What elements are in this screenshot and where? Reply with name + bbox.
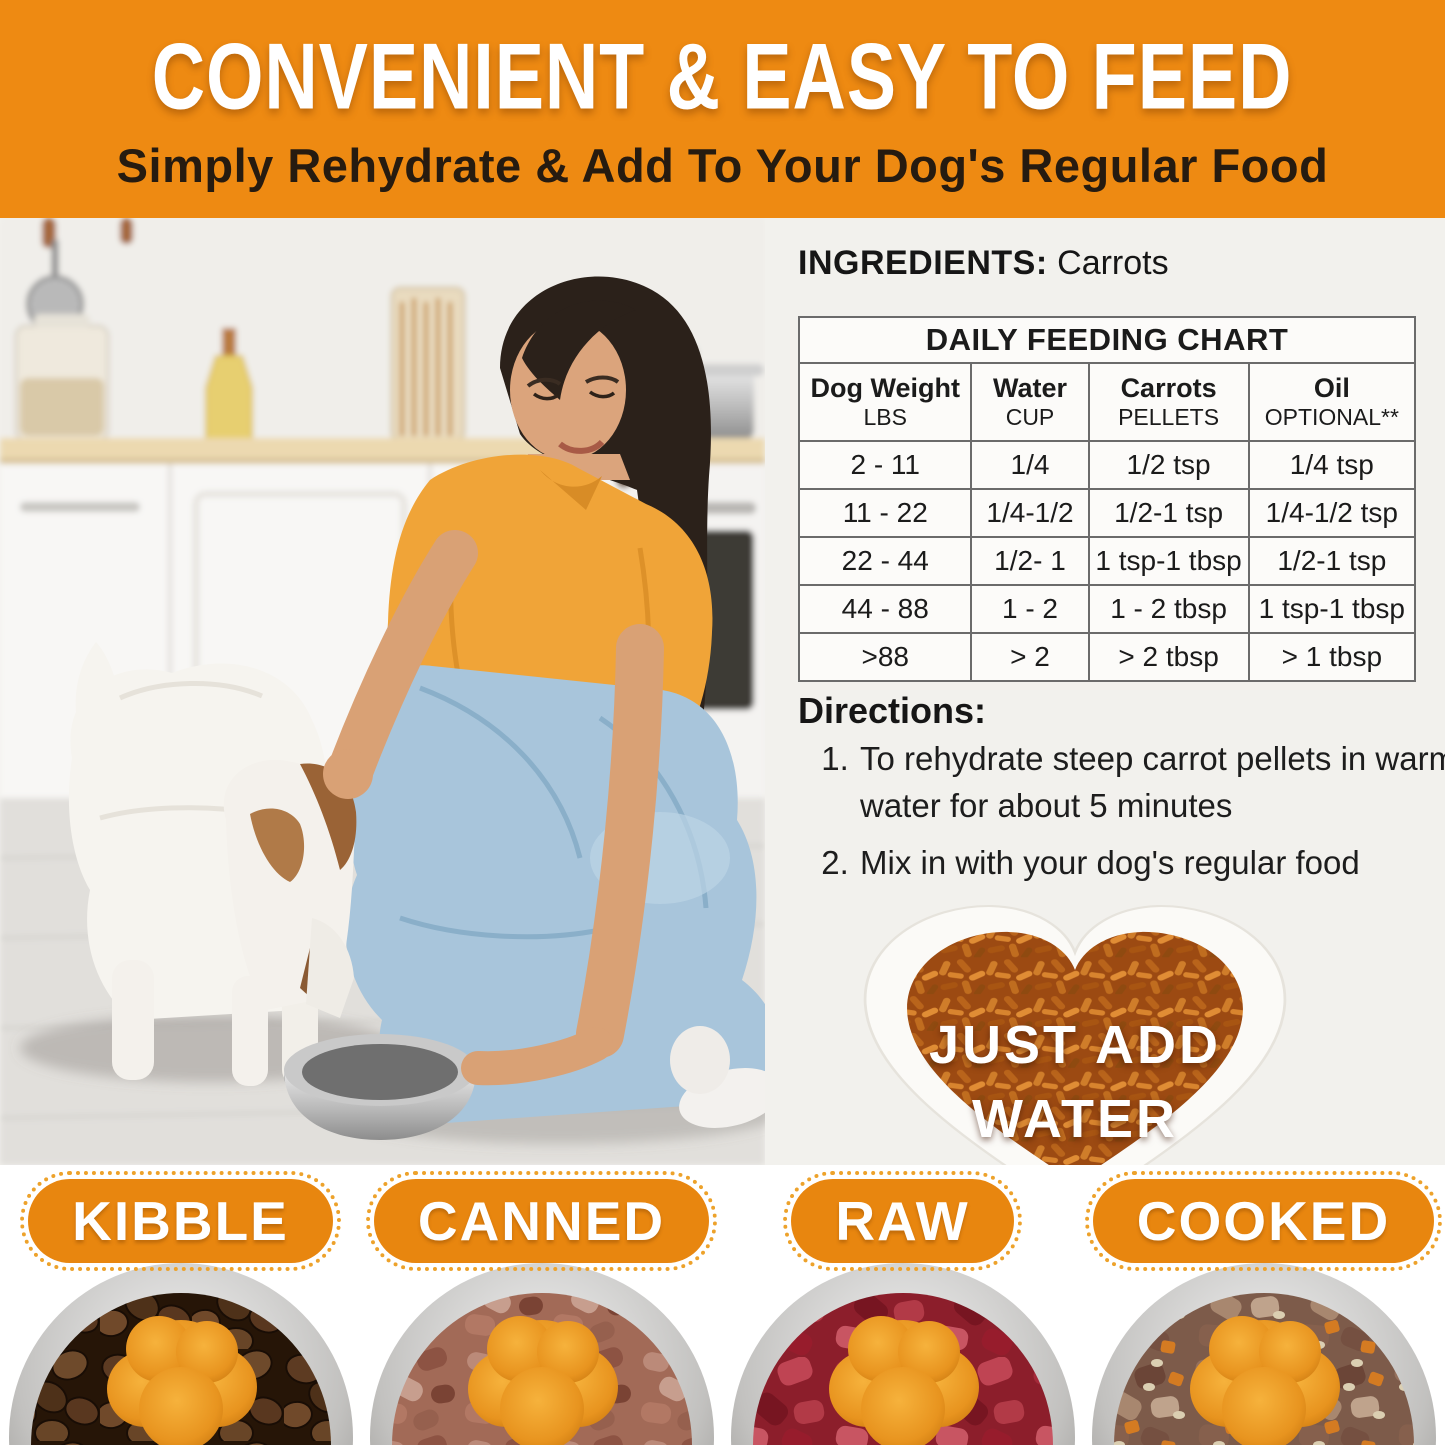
pill-canned-label: CANNED <box>373 1179 710 1263</box>
daily-feeding-chart: DAILY FEEDING CHART Dog Weight LBS Water… <box>797 316 1417 682</box>
pill-kibble-label: KIBBLE <box>28 1179 333 1263</box>
ingredients-value: Carrots <box>1057 244 1169 282</box>
column-header-row: Dog Weight LBS Water CUP Carrots PELLETS… <box>797 362 1417 442</box>
pill-cell-cooked: COOKED <box>1083 1171 1444 1271</box>
table-cell: 1/2 tsp <box>1087 440 1250 490</box>
column-header-carrots: Carrots PELLETS <box>1087 362 1250 442</box>
kitchen-photo <box>0 218 765 1165</box>
table-cell: 1/4-1/2 <box>970 488 1090 538</box>
dog-illustration <box>68 642 476 1140</box>
table-cell: > 2 tbsp <box>1087 632 1250 682</box>
table-row: 44 - 88 1 - 2 1 - 2 tbsp 1 tsp-1 tbsp <box>797 584 1417 634</box>
pill-cooked-label: COOKED <box>1092 1179 1435 1263</box>
table-cell: 11 - 22 <box>797 488 973 538</box>
column-header-oil: Oil OPTIONAL** <box>1247 362 1417 442</box>
table-cell: 2 - 11 <box>797 440 973 490</box>
pill-cooked: COOKED <box>1084 1171 1443 1271</box>
table-row: 11 - 22 1/4-1/2 1/2-1 tsp 1/4-1/2 tsp <box>797 488 1417 538</box>
table-row: >88 > 2 > 2 tbsp > 1 tbsp <box>797 632 1417 682</box>
table-cell: 1/2- 1 <box>970 536 1090 586</box>
table-cell: 1 - 2 <box>970 584 1090 634</box>
table-row: 22 - 44 1/2- 1 1 tsp-1 tbsp 1/2-1 tsp <box>797 536 1417 586</box>
ingredients-line: INGREDIENTS: Carrots <box>798 244 1169 283</box>
heart-bowl <box>863 904 1287 1165</box>
table-cell: 44 - 88 <box>797 584 973 634</box>
food-bowl-cooked <box>1092 1263 1436 1445</box>
pill-canned: CANNED <box>365 1171 718 1271</box>
directions-list: To rehydrate steep carrot pellets in war… <box>806 736 1445 897</box>
direction-step: To rehydrate steep carrot pellets in war… <box>858 736 1445 830</box>
pill-raw: RAW <box>783 1171 1022 1271</box>
page-subtitle: Simply Rehydrate & Add To Your Dog's Reg… <box>116 139 1329 192</box>
table-cell: 1/2-1 tsp <box>1087 488 1250 538</box>
chart-title-row: DAILY FEEDING CHART <box>798 316 1416 364</box>
table-cell: 1/4 <box>970 440 1090 490</box>
page-title: CONVENIENT & EASY TO FEED <box>0 23 1445 128</box>
column-header-water: Water CUP <box>970 362 1090 442</box>
main-section: INGREDIENTS: Carrots DAILY FEEDING CHART… <box>0 218 1445 1165</box>
table-cell: 1 tsp-1 tbsp <box>1247 584 1417 634</box>
table-cell: > 1 tbsp <box>1247 632 1417 682</box>
direction-step: Mix in with your dog's regular food <box>858 840 1445 887</box>
food-bowl-raw <box>731 1263 1075 1445</box>
table-cell: > 2 <box>970 632 1090 682</box>
column-header-dog-weight: Dog Weight LBS <box>797 362 973 442</box>
pill-cell-raw: RAW <box>722 1171 1083 1271</box>
table-cell: 1 - 2 tbsp <box>1087 584 1250 634</box>
dog-bowl <box>284 1034 476 1140</box>
directions-heading: Directions: <box>798 690 987 731</box>
chart-title: DAILY FEEDING CHART <box>798 316 1416 364</box>
food-bowl-kibble <box>9 1263 353 1445</box>
carrot-puree-dollop <box>107 1316 257 1445</box>
table-cell: >88 <box>797 632 973 682</box>
food-types-section: KIBBLE CANNED RAW COOKED <box>0 1165 1445 1445</box>
table-row: 2 - 11 1/4 1/2 tsp 1/4 tsp <box>797 440 1417 490</box>
table-cell: 1/2-1 tsp <box>1247 536 1417 586</box>
table-cell: 1/4-1/2 tsp <box>1247 488 1417 538</box>
pill-raw-label: RAW <box>791 1179 1014 1263</box>
banner: CONVENIENT & EASY TO FEED Simply Rehydra… <box>0 0 1445 218</box>
table-cell: 1/4 tsp <box>1247 440 1417 490</box>
pill-cell-canned: CANNED <box>361 1171 722 1271</box>
ingredients-label: INGREDIENTS: <box>798 244 1048 282</box>
table-cell: 22 - 44 <box>797 536 973 586</box>
woman-arms <box>323 530 664 1086</box>
food-type-pills: KIBBLE CANNED RAW COOKED <box>0 1171 1445 1271</box>
heart-bowl-pellets <box>907 931 1243 1165</box>
pill-kibble: KIBBLE <box>20 1171 341 1271</box>
page-title-text: CONVENIENT & EASY TO FEED <box>152 23 1293 129</box>
heart-bowl-overlay-line1: JUST ADD <box>928 1015 1222 1075</box>
pill-cell-kibble: KIBBLE <box>0 1171 361 1271</box>
table-cell: 1 tsp-1 tbsp <box>1087 536 1250 586</box>
food-bowl-canned <box>370 1263 714 1445</box>
heart-bowl-overlay-line2: WATER <box>972 1089 1178 1149</box>
